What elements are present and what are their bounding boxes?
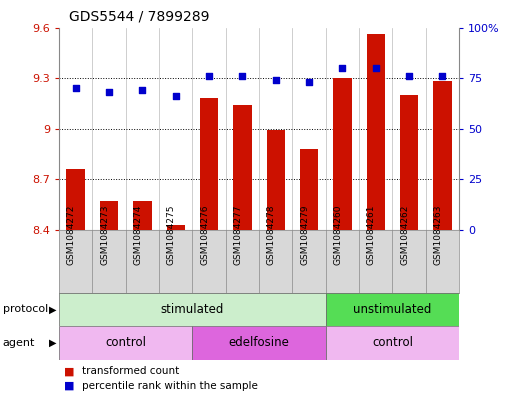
Text: transformed count: transformed count [82, 366, 180, 376]
Point [105, 89, 113, 95]
Text: ■: ■ [64, 381, 74, 391]
Bar [367, 34, 385, 230]
Text: GSM1084263: GSM1084263 [433, 205, 442, 265]
Text: unstimulated: unstimulated [353, 303, 431, 316]
Bar [59, 293, 326, 326]
Text: ▶: ▶ [49, 338, 56, 348]
Bar [59, 326, 192, 360]
Bar [200, 98, 218, 230]
Text: control: control [372, 336, 413, 349]
Point [71, 85, 80, 91]
Point [338, 65, 346, 71]
Point [138, 87, 147, 94]
Bar [400, 95, 418, 230]
Text: GSM1084277: GSM1084277 [233, 205, 242, 265]
Bar [67, 169, 85, 230]
Text: ■: ■ [64, 366, 74, 376]
Text: GSM1084272: GSM1084272 [67, 205, 76, 265]
Point [305, 79, 313, 85]
Text: GSM1084261: GSM1084261 [367, 205, 376, 265]
Bar [192, 326, 326, 360]
Point [405, 73, 413, 79]
Bar [167, 225, 185, 230]
Bar [326, 326, 459, 360]
Bar [333, 78, 351, 230]
Text: agent: agent [3, 338, 35, 348]
Text: stimulated: stimulated [161, 303, 224, 316]
Bar [100, 201, 118, 230]
Text: GSM1084262: GSM1084262 [400, 205, 409, 265]
Text: edelfosine: edelfosine [229, 336, 289, 349]
Text: GDS5544 / 7899289: GDS5544 / 7899289 [69, 10, 210, 24]
Bar [233, 105, 251, 230]
Text: GSM1084279: GSM1084279 [300, 205, 309, 265]
Text: control: control [105, 336, 146, 349]
Point [205, 73, 213, 79]
Text: GSM1084275: GSM1084275 [167, 205, 175, 265]
Text: protocol: protocol [3, 305, 48, 314]
Text: GSM1084260: GSM1084260 [333, 205, 343, 265]
Point [238, 73, 246, 79]
Text: GSM1084278: GSM1084278 [267, 205, 276, 265]
Text: GSM1084273: GSM1084273 [100, 205, 109, 265]
Text: ▶: ▶ [49, 305, 56, 314]
Point [271, 77, 280, 83]
Text: GSM1084276: GSM1084276 [200, 205, 209, 265]
Bar [267, 130, 285, 230]
Bar [326, 293, 459, 326]
Bar [133, 201, 151, 230]
Point [371, 65, 380, 71]
Bar [433, 81, 451, 230]
Text: percentile rank within the sample: percentile rank within the sample [82, 381, 258, 391]
Text: GSM1084274: GSM1084274 [133, 205, 143, 265]
Point [171, 93, 180, 99]
Point [438, 73, 446, 79]
Bar [300, 149, 318, 230]
